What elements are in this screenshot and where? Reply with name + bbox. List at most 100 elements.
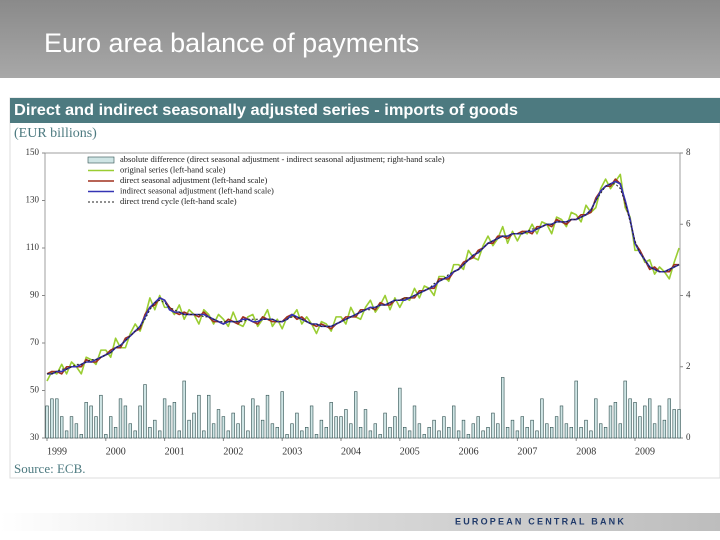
- difference-bar: [505, 427, 510, 439]
- difference-bar: [447, 427, 451, 439]
- x-tick-label: 2008: [576, 446, 596, 457]
- difference-bar: [422, 434, 426, 439]
- difference-bar: [285, 434, 289, 439]
- difference-bar: [412, 405, 417, 439]
- x-tick-label: 1999: [47, 446, 67, 457]
- chart-title: Direct and indirect seasonally adjusted …: [14, 102, 518, 119]
- difference-bar: [407, 430, 412, 439]
- difference-bar: [138, 405, 142, 439]
- difference-bar: [589, 430, 593, 439]
- x-tick-label: 2000: [106, 446, 126, 457]
- difference-bar: [599, 423, 603, 439]
- difference-bar: [427, 427, 431, 439]
- difference-bar: [177, 430, 181, 439]
- y2-tick-label: 6: [686, 218, 691, 228]
- difference-bar: [349, 423, 353, 439]
- y-tick-label: 90: [30, 290, 40, 300]
- difference-bar: [574, 380, 578, 439]
- y-tick-label: 150: [26, 147, 40, 157]
- difference-bar: [486, 427, 490, 439]
- y2-tick-label: 0: [686, 432, 691, 442]
- difference-bar: [672, 409, 676, 439]
- difference-bar: [167, 405, 172, 439]
- x-tick-label: 2005: [400, 446, 420, 457]
- difference-bar: [236, 423, 240, 439]
- x-tick-label: 2009: [635, 446, 655, 457]
- x-tick-label: 2001: [165, 446, 185, 457]
- difference-bar: [246, 430, 250, 439]
- difference-bar: [368, 430, 373, 439]
- y-tick-label: 50: [30, 385, 40, 395]
- difference-bar: [300, 430, 304, 439]
- difference-bar: [525, 427, 529, 439]
- difference-bar: [314, 434, 319, 439]
- y2-tick-label: 2: [686, 361, 691, 371]
- difference-bar: [657, 405, 662, 439]
- difference-bar: [295, 412, 299, 439]
- difference-bar: [476, 416, 480, 439]
- difference-bar: [652, 423, 657, 439]
- difference-bar: [64, 430, 69, 439]
- difference-bar: [603, 427, 608, 439]
- difference-bar: [172, 402, 177, 439]
- difference-bar: [677, 409, 681, 439]
- legend-label: indirect seasonal adjustment (left-hand …: [120, 185, 274, 195]
- difference-bar: [99, 394, 103, 439]
- difference-bar: [324, 427, 328, 439]
- difference-bar: [109, 416, 113, 439]
- difference-bar: [579, 427, 583, 439]
- difference-bar: [564, 423, 569, 439]
- series-line: [47, 183, 680, 375]
- difference-bar: [643, 405, 647, 439]
- difference-bar: [123, 405, 128, 439]
- difference-bar: [50, 398, 54, 439]
- difference-bar: [231, 412, 235, 439]
- difference-bar: [143, 384, 147, 439]
- difference-bar: [104, 434, 108, 439]
- difference-bar: [60, 416, 64, 439]
- difference-bar: [398, 387, 402, 439]
- y2-tick-label: 4: [686, 290, 691, 300]
- difference-bar: [354, 391, 358, 439]
- chart-source: Source: ECB.: [14, 461, 86, 476]
- difference-bar: [608, 405, 613, 439]
- slide-title: Euro area balance of payments: [44, 28, 419, 58]
- difference-bar: [94, 416, 98, 439]
- difference-bar: [594, 398, 598, 439]
- difference-bar: [118, 398, 123, 439]
- difference-bar: [393, 416, 397, 439]
- difference-bar: [510, 419, 515, 439]
- difference-bar: [417, 423, 422, 439]
- x-tick-label: 2003: [282, 446, 302, 457]
- difference-bar: [515, 430, 520, 439]
- difference-bar: [182, 380, 186, 439]
- difference-bar: [162, 398, 167, 439]
- difference-bar: [628, 398, 632, 439]
- difference-bar: [207, 394, 211, 439]
- difference-bar: [383, 412, 387, 439]
- y-tick-label: 110: [26, 242, 40, 252]
- difference-bar: [79, 434, 83, 439]
- difference-bar: [471, 423, 475, 439]
- difference-bar: [305, 427, 309, 439]
- difference-bar: [648, 398, 652, 439]
- difference-bar: [158, 430, 162, 439]
- difference-bar: [89, 405, 93, 439]
- x-tick-label: 2002: [223, 446, 243, 457]
- difference-bar: [202, 430, 206, 439]
- difference-bar: [667, 398, 671, 439]
- difference-bar: [501, 377, 505, 439]
- difference-bar: [113, 427, 118, 439]
- difference-bar: [74, 423, 79, 439]
- legend-swatch: [87, 156, 115, 164]
- difference-bar: [559, 405, 564, 439]
- chart-subtitle: (EUR billions): [14, 126, 97, 141]
- difference-bar: [461, 419, 466, 439]
- difference-bar: [256, 405, 260, 439]
- difference-bar: [211, 423, 216, 439]
- difference-bar: [491, 412, 495, 439]
- difference-bar: [530, 419, 534, 439]
- difference-bar: [339, 416, 343, 439]
- difference-bar: [251, 398, 255, 439]
